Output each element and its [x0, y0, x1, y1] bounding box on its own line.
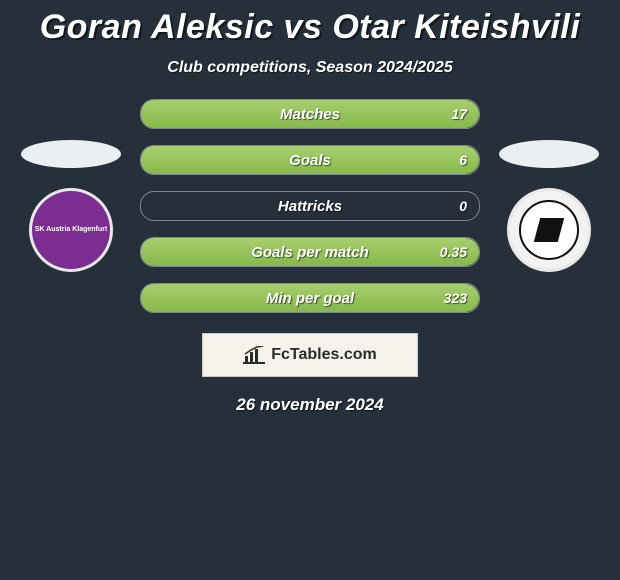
brand-link[interactable]: FcTables.com	[202, 333, 418, 377]
stat-label: Matches	[141, 106, 479, 123]
club-badge-right[interactable]	[507, 188, 591, 272]
club-badge-left-text: SK Austria Klagenfurt	[35, 226, 107, 234]
player-placeholder-right	[499, 140, 599, 168]
right-column	[494, 140, 604, 272]
stat-value-right: 323	[444, 290, 467, 306]
stat-bar: Goals per match0.35	[140, 237, 480, 267]
comparison-row: SK Austria Klagenfurt Matches17 Goals6 Hat…	[0, 99, 620, 313]
stat-bar: Goals6	[140, 145, 480, 175]
club-badge-left[interactable]: SK Austria Klagenfurt	[29, 188, 113, 272]
stat-value-right: 0.35	[440, 244, 467, 260]
season-subtitle: Club competitions, Season 2024/2025	[0, 59, 620, 77]
page-title: Goran Aleksic vs Otar Kiteishvili	[0, 0, 620, 47]
brand-text: FcTables.com	[271, 346, 377, 364]
chart-icon	[243, 346, 265, 364]
stat-bar: Matches17	[140, 99, 480, 129]
club-badge-right-inner	[519, 200, 579, 260]
left-column: SK Austria Klagenfurt	[16, 140, 126, 272]
date-label: 26 november 2024	[0, 395, 620, 415]
player-placeholder-left	[21, 140, 121, 168]
stat-bar: Hattricks0	[140, 191, 480, 221]
stat-label: Hattricks	[141, 198, 479, 215]
stat-value-right: 6	[459, 152, 467, 168]
stat-value-right: 17	[451, 106, 467, 122]
stat-label: Goals per match	[141, 244, 479, 261]
stat-value-right: 0	[459, 198, 467, 214]
stat-label: Goals	[141, 152, 479, 169]
stats-panel: Matches17 Goals6 Hattricks0 Goals per match…	[140, 99, 480, 313]
stat-label: Min per goal	[141, 290, 479, 307]
stat-bar: Min per goal323	[140, 283, 480, 313]
